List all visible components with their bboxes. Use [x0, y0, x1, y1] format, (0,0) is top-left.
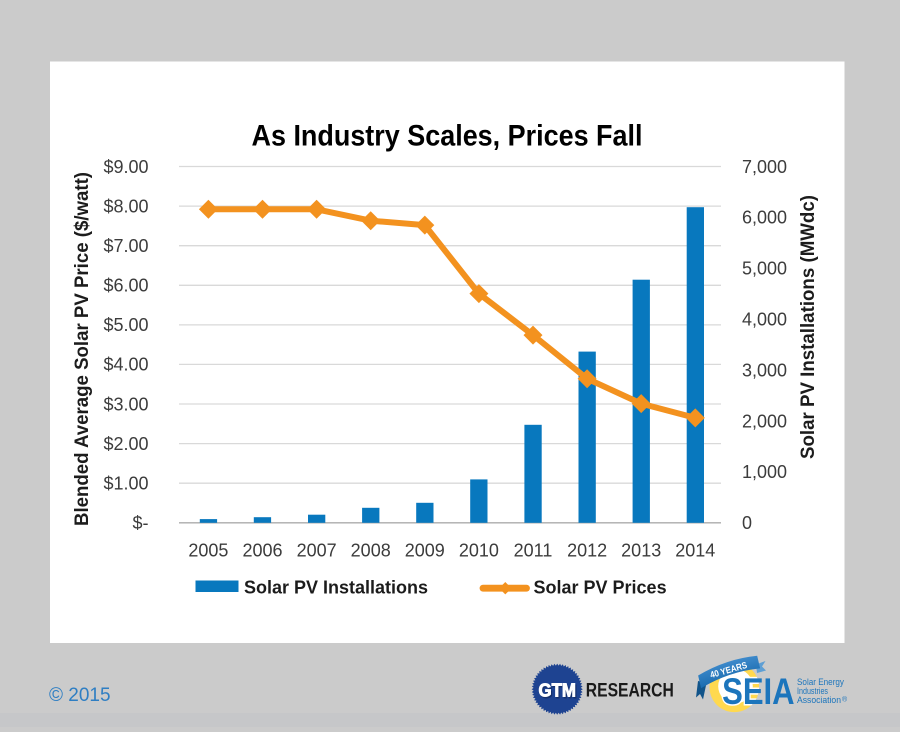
svg-text:Association: Association	[797, 695, 841, 706]
svg-text:®: ®	[842, 696, 848, 704]
svg-text:2011: 2011	[514, 541, 553, 561]
svg-text:2014: 2014	[675, 541, 715, 561]
svg-text:5,000: 5,000	[742, 259, 787, 279]
svg-text:Industries: Industries	[797, 686, 828, 697]
svg-text:4,000: 4,000	[742, 310, 787, 330]
svg-text:2010: 2010	[459, 541, 499, 561]
svg-text:2009: 2009	[405, 541, 445, 561]
svg-text:SEIA: SEIA	[722, 671, 795, 712]
svg-text:0: 0	[742, 513, 752, 533]
svg-text:Solar PV Prices: Solar PV Prices	[534, 578, 667, 598]
svg-text:RESEARCH: RESEARCH	[586, 680, 674, 701]
svg-text:$9.00: $9.00	[103, 157, 148, 177]
svg-text:2005: 2005	[188, 541, 228, 561]
svg-text:$5.00: $5.00	[103, 315, 148, 335]
svg-text:2012: 2012	[567, 541, 607, 561]
svg-text:$4.00: $4.00	[103, 355, 148, 375]
svg-text:$6.00: $6.00	[103, 276, 148, 296]
svg-text:$3.00: $3.00	[103, 394, 148, 414]
svg-text:2013: 2013	[621, 541, 661, 561]
svg-text:GTM: GTM	[538, 681, 576, 701]
svg-text:2,000: 2,000	[742, 411, 787, 431]
svg-text:$8.00: $8.00	[103, 196, 148, 216]
svg-text:6,000: 6,000	[742, 208, 787, 228]
svg-text:2006: 2006	[242, 541, 282, 561]
svg-text:$2.00: $2.00	[103, 434, 148, 454]
svg-text:As Industry Scales, Prices Fal: As Industry Scales, Prices Fall	[252, 120, 643, 153]
svg-text:Solar PV Installations (MWdc): Solar PV Installations (MWdc)	[798, 195, 819, 459]
svg-text:$-: $-	[132, 513, 148, 533]
svg-text:SEIA: SEIA	[722, 671, 795, 712]
svg-text:Solar Energy: Solar Energy	[797, 677, 844, 688]
svg-text:7,000: 7,000	[742, 157, 787, 177]
svg-text:Solar PV Installations: Solar PV Installations	[244, 578, 428, 598]
svg-text:3,000: 3,000	[742, 360, 787, 380]
svg-text:Blended Average Solar PV Price: Blended Average Solar PV Price ($/watt)	[72, 172, 93, 526]
svg-text:$7.00: $7.00	[103, 236, 148, 256]
svg-text:2008: 2008	[351, 541, 391, 561]
svg-text:2007: 2007	[297, 541, 337, 561]
svg-text:1,000: 1,000	[742, 462, 787, 482]
svg-text:$1.00: $1.00	[103, 474, 148, 494]
svg-text:GTM: GTM	[540, 682, 578, 702]
svg-text:© 2015: © 2015	[49, 685, 111, 706]
